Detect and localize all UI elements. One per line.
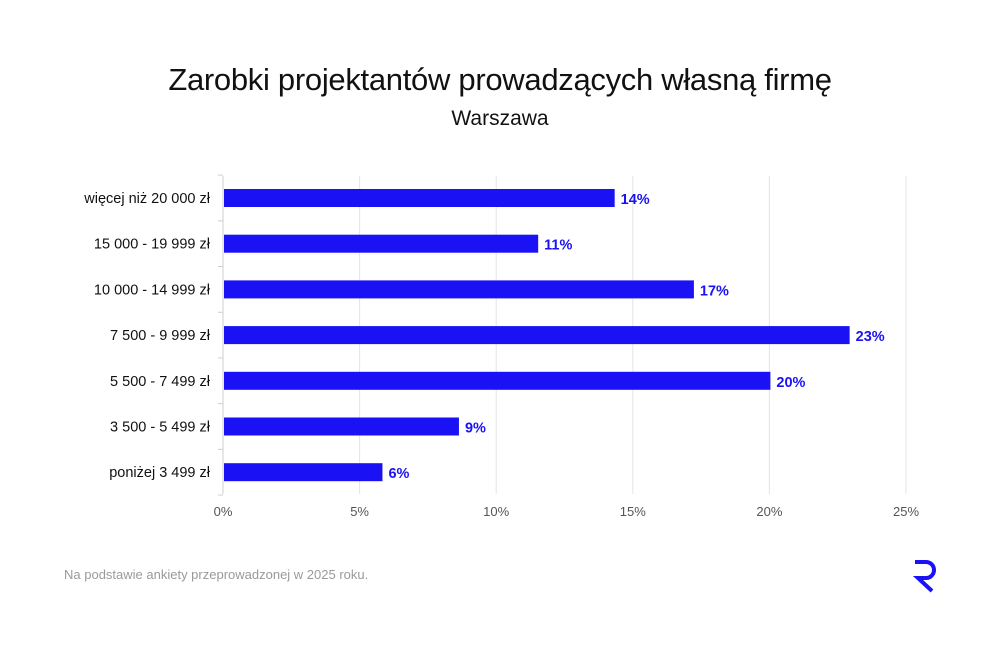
data-label: 9% [465, 421, 486, 437]
brand-logo-icon [912, 560, 936, 593]
bar [224, 371, 771, 390]
y-category-label: 15 000 - 19 999 zł [94, 237, 211, 253]
bar [224, 280, 694, 299]
data-label: 11% [544, 238, 572, 254]
x-tick-label: 25% [893, 504, 919, 519]
x-tick-label: 15% [620, 504, 646, 519]
data-label: 14% [621, 192, 650, 208]
x-tick-label: 10% [483, 504, 509, 519]
x-tick-label: 5% [350, 504, 369, 519]
y-category-label: 3 500 - 5 499 zł [110, 420, 211, 436]
chart-subtitle: Warszawa [451, 107, 549, 130]
y-category-label: więcej niż 20 000 zł [83, 191, 211, 207]
bar [224, 234, 539, 253]
bar [224, 189, 615, 207]
data-label: 20% [776, 375, 805, 391]
footnote: Na podstawie ankiety przeprowadzonej w 2… [64, 567, 369, 582]
y-category-label: poniżej 3 499 zł [109, 465, 211, 481]
data-label: 6% [388, 466, 409, 482]
data-label: 23% [856, 329, 885, 345]
bar [224, 463, 383, 482]
y-category-label: 10 000 - 14 999 zł [94, 282, 211, 298]
y-category-label: 5 500 - 7 499 zł [110, 374, 211, 390]
x-tick-label: 0% [214, 504, 233, 519]
bar [224, 326, 850, 345]
chart-title: Zarobki projektantów prowadzących własną… [168, 62, 832, 97]
x-tick-label: 20% [756, 504, 782, 519]
bar [224, 417, 459, 436]
y-category-label: 7 500 - 9 999 zł [110, 328, 211, 344]
data-label: 17% [700, 283, 729, 299]
